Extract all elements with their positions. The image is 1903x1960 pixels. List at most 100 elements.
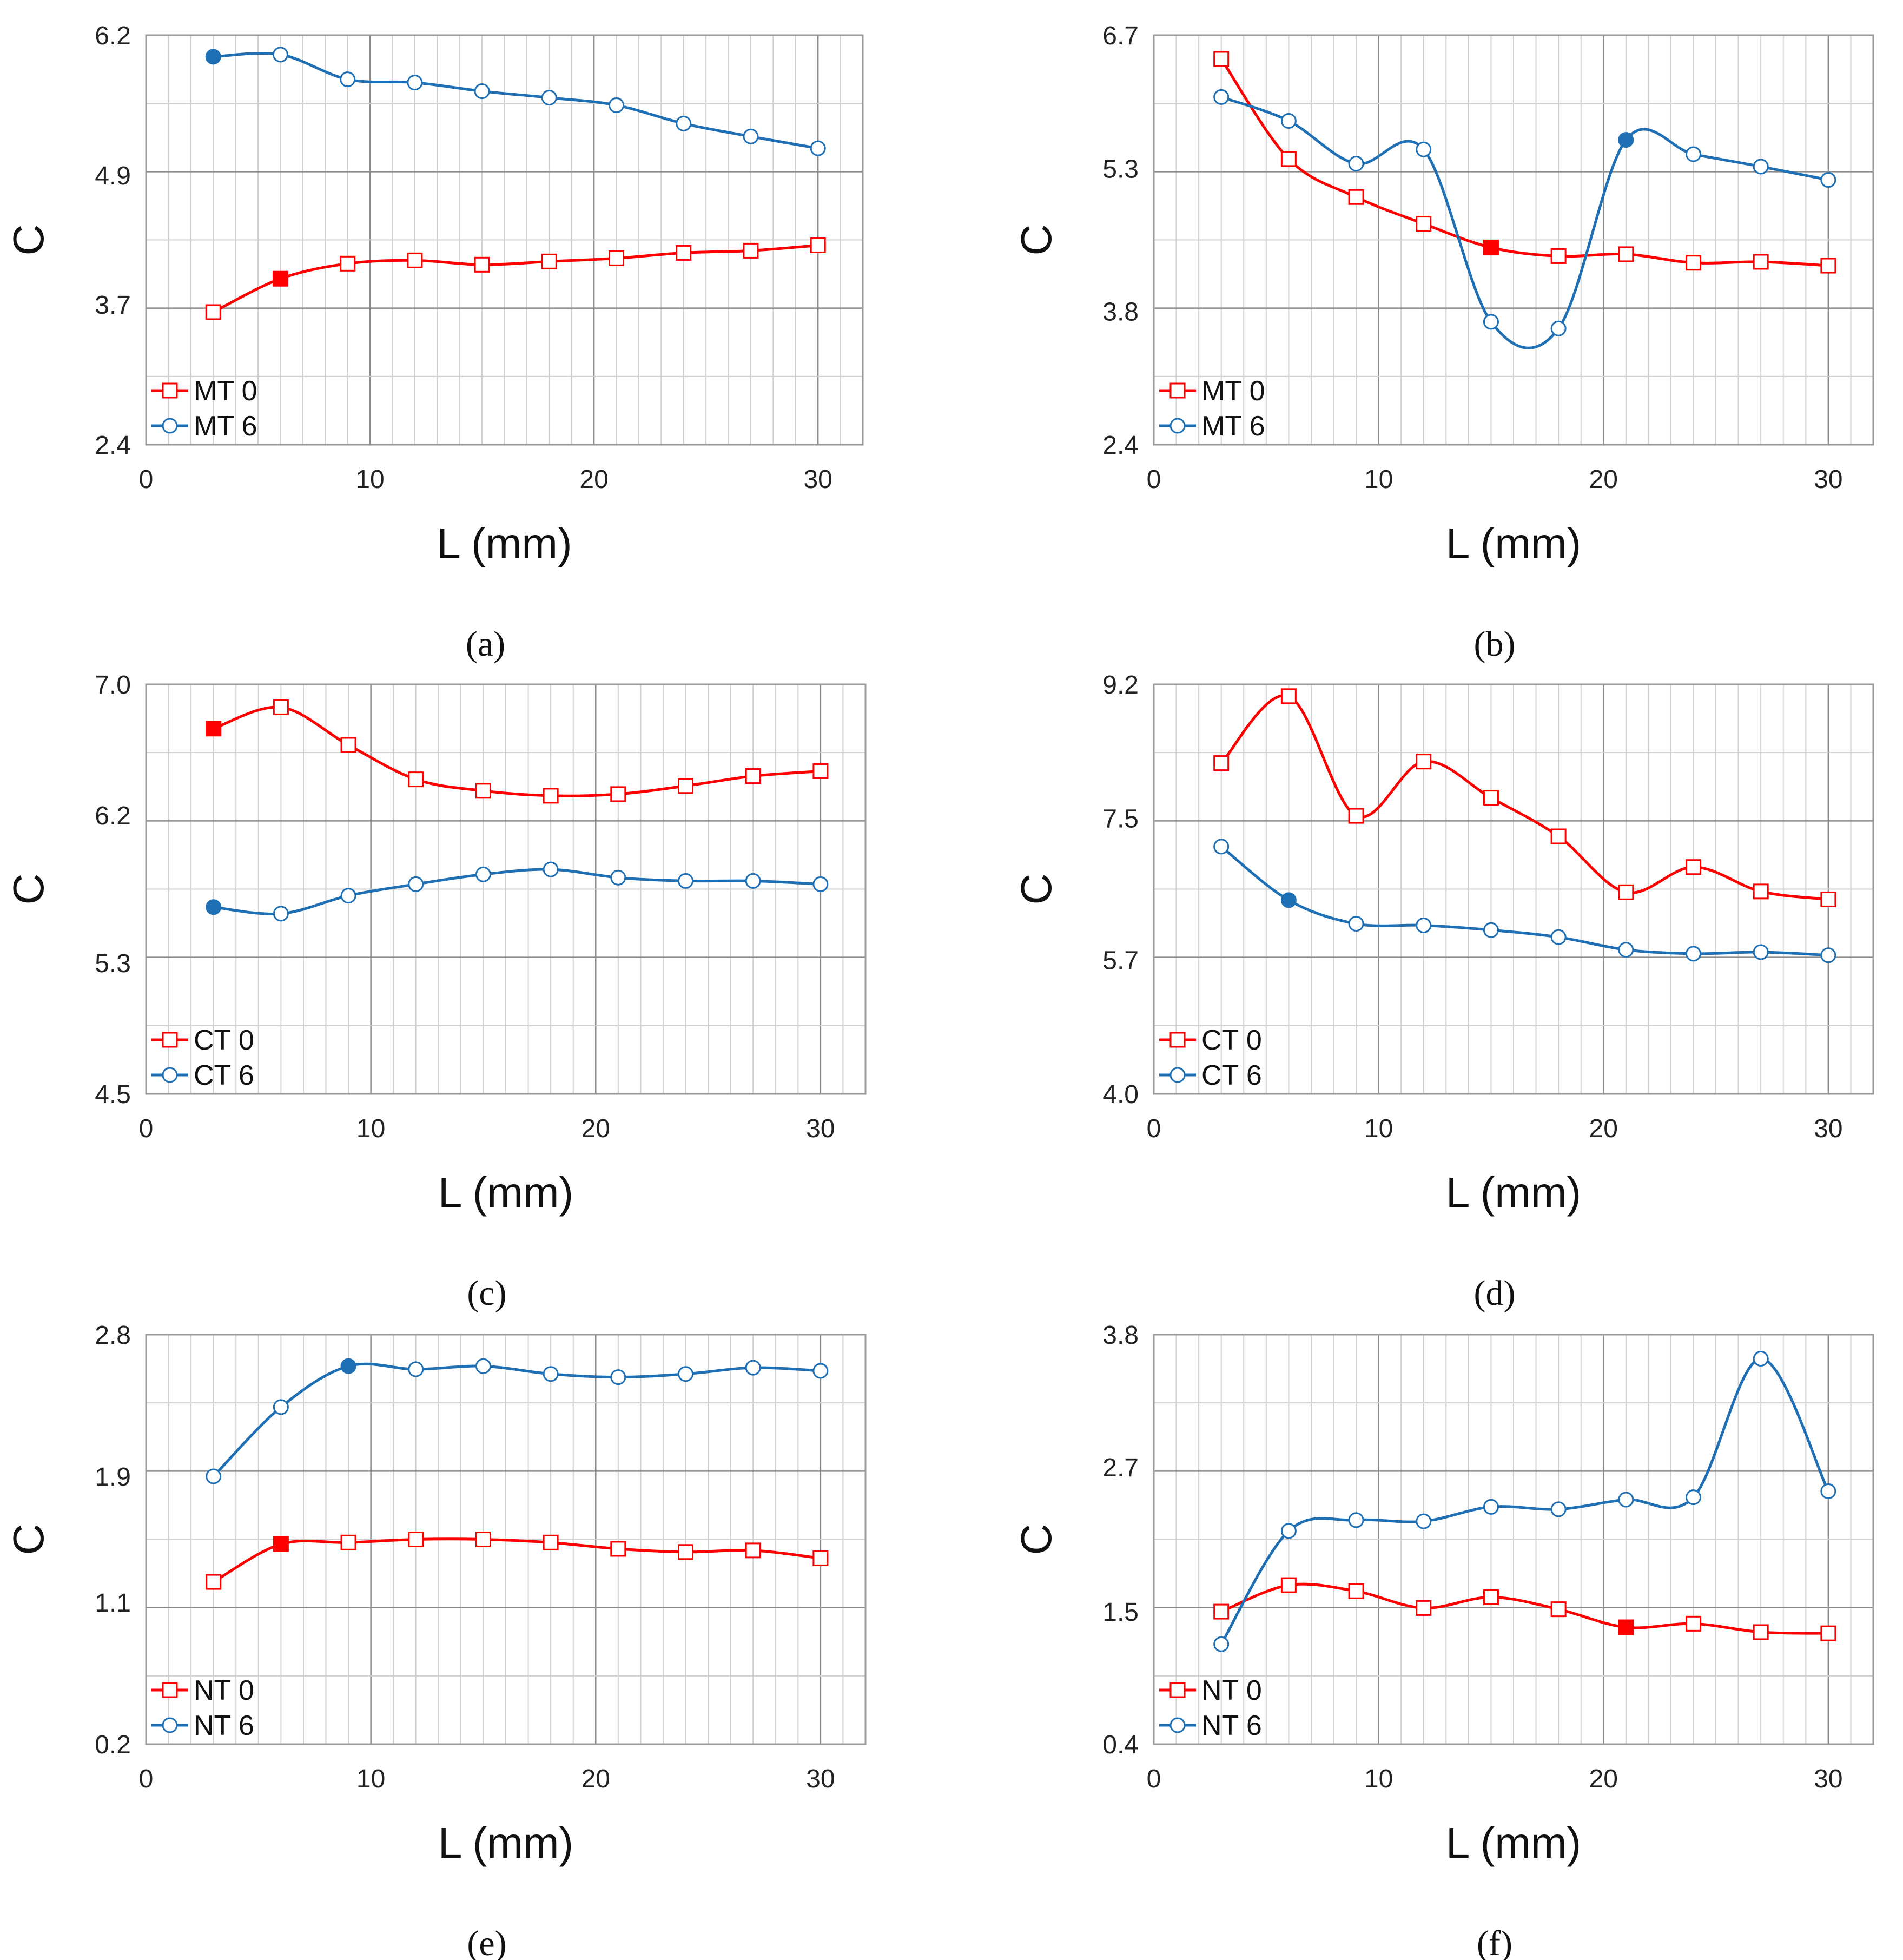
data-point — [1483, 1499, 1499, 1515]
y-tick-label: 4.9 — [95, 162, 131, 190]
data-point — [1618, 1492, 1634, 1508]
data-point — [408, 876, 424, 892]
data-point — [475, 1532, 491, 1547]
x-tick-label: 0 — [1147, 465, 1161, 494]
data-point — [1348, 916, 1364, 932]
x-tick-label: 10 — [1364, 1765, 1393, 1793]
y-axis-title: C — [1012, 225, 1060, 256]
chart-panel-d: 4.0 5.7 7.5 9.2 0 10 20 30 L (mm) C (d) CT 0 CT 6 — [1012, 671, 1874, 1313]
y-tick-label: 9.2 — [1102, 671, 1139, 699]
data-point — [1686, 255, 1701, 271]
chart-panel-e: 0.2 1.1 1.9 2.8 0 10 20 30 L (mm) C (e) NT 0 NT 6 — [4, 1321, 867, 1960]
x-tick-label: 0 — [139, 465, 154, 494]
y-tick-label: 7.0 — [95, 671, 131, 699]
legend-label: NT 0 — [194, 1675, 254, 1706]
series-line-0 — [1220, 1582, 1828, 1635]
data-point-highlight — [1618, 132, 1634, 148]
x-tick-label: 10 — [1364, 465, 1393, 494]
data-point — [1550, 1601, 1567, 1618]
x-tick-label: 20 — [1589, 1114, 1618, 1143]
y-tick-label: 2.4 — [1102, 431, 1139, 460]
chart-panel-c: 4.5 5.3 6.2 7.0 0 10 20 30 L (mm) C (c) CT 0 CT 6 — [4, 671, 867, 1313]
data-point — [1686, 146, 1701, 162]
series-line-1 — [212, 1362, 821, 1477]
data-point — [812, 1363, 829, 1379]
data-point — [1618, 884, 1634, 900]
legend-marker-square — [162, 382, 178, 399]
x-tick-label: 30 — [806, 1765, 835, 1793]
data-point — [408, 1532, 424, 1547]
data-point — [1348, 1512, 1364, 1528]
plot-frame — [1153, 34, 1874, 446]
data-point — [1483, 790, 1499, 806]
series-line-0 — [213, 1537, 821, 1583]
data-point — [1416, 141, 1432, 157]
data-point — [1416, 1600, 1432, 1616]
y-tick-label: 3.7 — [95, 291, 131, 320]
legend-marker-circle — [1169, 418, 1186, 434]
legend-marker-square — [162, 1032, 178, 1048]
series-line-0 — [1220, 694, 1829, 901]
y-tick-label: 6.7 — [1102, 22, 1139, 50]
data-point — [810, 140, 826, 156]
y-tick-label: 6.2 — [95, 802, 131, 830]
data-point — [1753, 159, 1769, 175]
data-point — [1213, 1636, 1230, 1652]
data-point — [205, 304, 221, 320]
x-tick-label: 30 — [1814, 465, 1842, 494]
data-point-highlight — [205, 49, 221, 65]
y-tick-label: 1.1 — [95, 1589, 131, 1618]
data-point — [475, 1358, 491, 1374]
legend-label: MT 0 — [194, 375, 257, 407]
x-tick-label: 0 — [139, 1765, 154, 1793]
data-point — [610, 869, 626, 886]
series-line-1 — [1220, 1357, 1830, 1645]
data-point — [273, 699, 289, 715]
data-point — [678, 1544, 693, 1560]
y-tick-label: 2.7 — [1102, 1454, 1139, 1482]
data-point — [273, 1399, 289, 1415]
data-point — [273, 906, 289, 922]
y-tick-label: 1.5 — [1102, 1598, 1139, 1627]
x-tick-label: 30 — [1814, 1765, 1842, 1793]
data-point — [745, 1542, 761, 1559]
panel-label: (d) — [1474, 1273, 1516, 1313]
data-point — [610, 1369, 626, 1385]
y-tick-label: 5.3 — [95, 949, 131, 978]
data-point — [1483, 314, 1499, 330]
plot-frame — [1153, 1334, 1874, 1745]
data-point — [1348, 156, 1364, 172]
x-tick-label: 20 — [1589, 465, 1618, 494]
data-point — [1753, 1624, 1769, 1640]
data-point-highlight — [272, 270, 288, 287]
data-point — [1550, 828, 1567, 844]
legend-marker-circle — [162, 1717, 178, 1733]
x-tick-label: 30 — [803, 465, 832, 494]
y-axis-title: C — [4, 1524, 52, 1555]
data-point — [1213, 51, 1230, 67]
data-point — [1686, 1615, 1701, 1632]
plot-frame — [145, 1334, 867, 1745]
x-tick-label: 20 — [582, 1765, 610, 1793]
legend-label: MT 6 — [194, 411, 257, 442]
data-point — [475, 866, 491, 882]
series-line-1 — [1220, 845, 1828, 957]
data-point — [541, 90, 557, 106]
legend-label: MT 6 — [1201, 411, 1265, 442]
data-point — [1753, 1351, 1769, 1367]
legend-marker-square — [1169, 1682, 1186, 1698]
y-tick-label: 0.4 — [1102, 1731, 1139, 1759]
y-tick-label: 2.4 — [95, 431, 131, 460]
x-tick-label: 20 — [582, 1114, 610, 1143]
data-point — [543, 861, 559, 877]
legend-label: NT 0 — [1201, 1675, 1262, 1706]
data-point — [206, 1468, 222, 1484]
data-point — [1280, 151, 1297, 167]
data-point — [474, 83, 490, 100]
data-point-highlight — [340, 1358, 356, 1374]
data-point — [1753, 944, 1769, 960]
x-tick-label: 30 — [1814, 1114, 1842, 1143]
data-point — [407, 75, 423, 91]
plot-frame — [145, 683, 867, 1095]
data-point — [745, 873, 761, 889]
